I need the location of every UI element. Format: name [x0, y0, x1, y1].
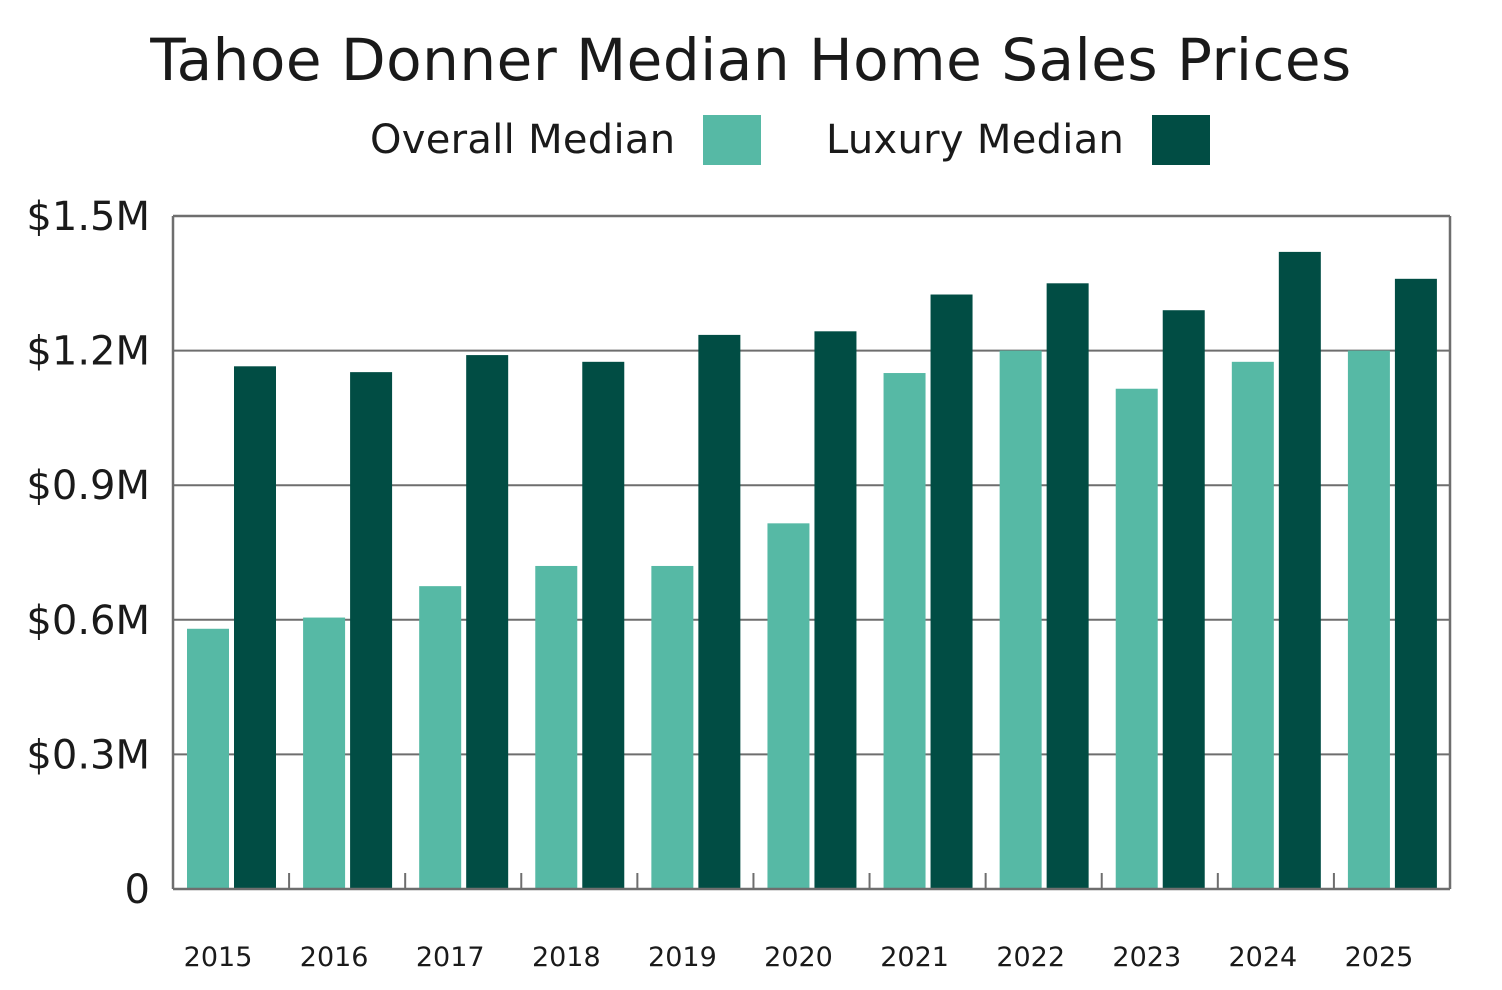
- y-tick-label: $0.9M: [26, 463, 150, 509]
- x-tick-label: 2019: [648, 942, 717, 973]
- bar-overall-median-2025: [1347, 350, 1390, 890]
- bar-overall-median-2022: [999, 350, 1042, 890]
- x-tick-label: 2015: [184, 942, 253, 973]
- y-tick-label: $0.3M: [26, 732, 150, 778]
- bar-overall-median-2018: [535, 565, 578, 889]
- legend-label-overall-median: Overall Median: [370, 117, 676, 163]
- bar-overall-median-2019: [651, 565, 694, 889]
- bar-luxury-median-2024: [1278, 251, 1321, 890]
- axes: [171, 214, 1452, 891]
- x-tick-label: 2017: [416, 942, 485, 973]
- bar-overall-median-2021: [883, 373, 926, 889]
- bar-luxury-median-2016: [350, 372, 393, 889]
- bar-luxury-median-2019: [698, 334, 741, 889]
- bar-overall-median-2023: [1115, 388, 1158, 889]
- x-tick-label: 2018: [532, 942, 601, 973]
- y-tick-label: $0.6M: [26, 598, 150, 644]
- x-tick-label: 2021: [880, 942, 949, 973]
- bar-luxury-median-2022: [1046, 283, 1089, 889]
- y-tick-label: 0: [125, 867, 150, 913]
- legend-item-overall-median: Overall Median: [370, 112, 762, 168]
- y-tick-label: $1.2M: [26, 329, 150, 375]
- chart-legend: Overall Median Luxury Median: [0, 112, 1502, 168]
- bar-luxury-median-2015: [234, 366, 276, 889]
- bar-luxury-median-2017: [466, 355, 509, 889]
- bar-overall-median-2020: [767, 523, 810, 889]
- x-tick-label: 2020: [764, 942, 833, 973]
- bar-overall-median-2016: [303, 617, 346, 889]
- y-axis-tick-labels: 0 $0.3M $0.6M $0.9M $1.2M $1.5M: [26, 194, 150, 913]
- legend-swatch-overall-median: [703, 115, 762, 165]
- x-tick-label: 2024: [1229, 942, 1298, 973]
- x-tick-label: 2023: [1112, 942, 1181, 973]
- x-tick-label: 2016: [300, 942, 369, 973]
- y-tick-label: $1.5M: [26, 194, 150, 240]
- legend-item-luxury-median: Luxury Median: [826, 112, 1211, 168]
- bar-luxury-median-2020: [814, 331, 857, 889]
- legend-swatch-luxury-median: [1152, 115, 1211, 165]
- bar-overall-median-2017: [419, 586, 462, 889]
- legend-label-luxury-median: Luxury Median: [826, 117, 1125, 163]
- bar-overall-median-2015: [187, 628, 229, 889]
- x-tick-label: 2025: [1345, 942, 1414, 973]
- bar-overall-median-2024: [1231, 361, 1274, 890]
- x-tick-label: 2022: [996, 942, 1065, 973]
- bars: [187, 251, 1437, 890]
- bar-luxury-median-2021: [930, 294, 973, 889]
- bar-luxury-median-2018: [582, 361, 625, 890]
- x-axis-tick-labels: 2015 2016 2017 2018 2019 2020 2021 2022 2023 2024…: [184, 942, 1414, 973]
- bar-luxury-median-2023: [1162, 310, 1205, 890]
- chart-title: Tahoe Donner Median Home Sales Prices: [150, 26, 1352, 94]
- bar-luxury-median-2025: [1394, 278, 1437, 889]
